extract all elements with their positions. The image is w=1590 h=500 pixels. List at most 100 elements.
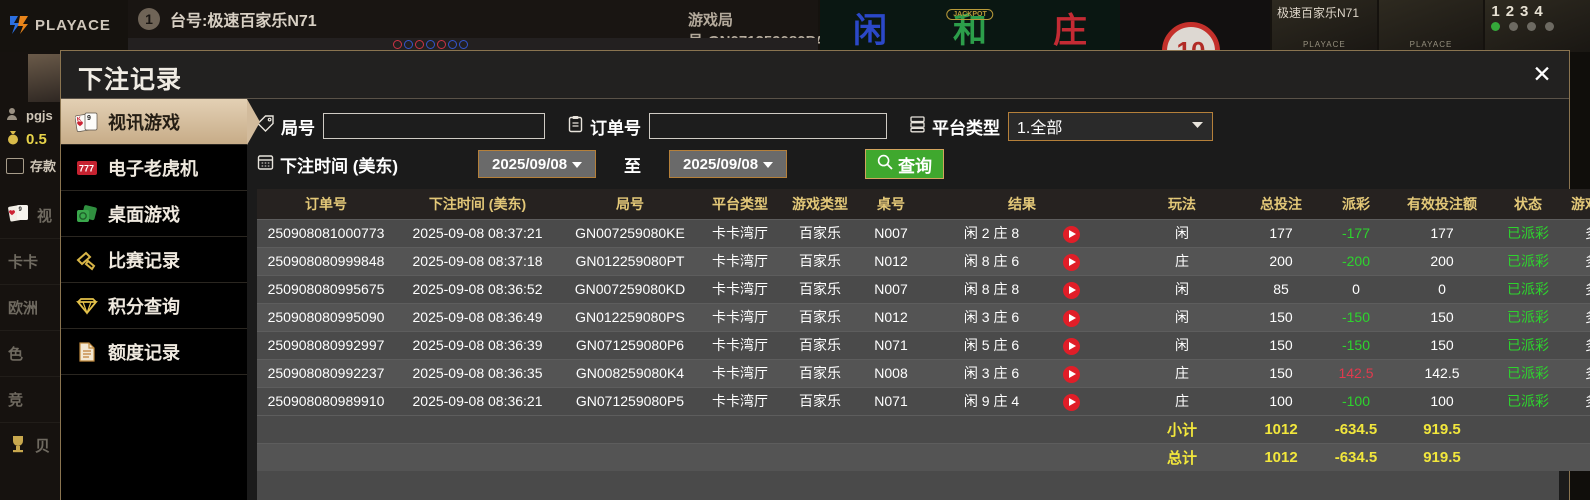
summary-row: 总计 1012 -634.5 919.5: [257, 442, 1590, 471]
round-cell: GN007259080KD: [560, 274, 700, 303]
background-deposit-button[interactable]: 存款: [6, 156, 56, 175]
background-bet-zones: 闲 JACKPOT 和 庄: [820, 0, 1120, 52]
video-tile-0[interactable]: 极速百家乐N71 PLAYACE: [1272, 0, 1377, 52]
platform-cell: 卡卡湾厅: [700, 330, 780, 359]
search-button[interactable]: 查询: [865, 149, 945, 179]
col-table[interactable]: 桌号: [860, 189, 922, 219]
col-platform[interactable]: 平台类型: [700, 189, 780, 219]
date-from-picker[interactable]: 2025/09/08: [478, 150, 597, 178]
table-row[interactable]: 250908081000773 2025-09-08 08:37:21 GN0072…: [257, 218, 1590, 247]
mode-cell: 多台: [1564, 246, 1590, 275]
filter-row-1: 局号 订单号 平台类型: [257, 107, 1559, 145]
sidebar-item-slots[interactable]: 777 电子老虎机: [61, 145, 247, 191]
mode-cell: 多台: [1564, 218, 1590, 247]
filter-row-2: 下注时间 (美东) 2025/09/08 至 2025/09/08: [257, 145, 1559, 183]
col-valid[interactable]: 有效投注额: [1392, 189, 1492, 219]
table-row[interactable]: 250908080999848 2025-09-08 08:37:18 GN0122…: [257, 246, 1590, 275]
valid-cell: 177: [1392, 218, 1492, 247]
play-cell: 闲: [1122, 330, 1242, 359]
background-nav-video[interactable]: 9 视: [0, 192, 126, 238]
summary-blank: [860, 414, 922, 443]
playace-logo-icon: [8, 14, 30, 36]
table-row[interactable]: 250908080992997 2025-09-08 08:36:39 GN0712…: [257, 330, 1590, 359]
sidebar-item-points[interactable]: 积分查询: [61, 283, 247, 329]
search-button-label: 查询: [898, 156, 933, 176]
col-play[interactable]: 玩法: [1122, 189, 1242, 219]
seat-number-4: 4: [1534, 3, 1543, 20]
play-video-icon[interactable]: [1063, 225, 1081, 243]
sidebar-label-video-games: 视讯游戏: [108, 112, 180, 133]
play-video-icon[interactable]: [1063, 309, 1081, 327]
bet-cell: 150: [1242, 302, 1320, 331]
table-row[interactable]: 250908080995090 2025-09-08 08:36:49 GN0122…: [257, 302, 1590, 331]
platform-filter-label: 平台类型: [909, 114, 1000, 139]
nav-label-4: 贝: [35, 438, 51, 455]
seat-dot-1: [1491, 22, 1501, 31]
filter-bar: 局号 订单号 平台类型: [257, 107, 1559, 183]
col-status[interactable]: 状态: [1492, 189, 1564, 219]
col-time[interactable]: 下注时间 (美东): [395, 189, 560, 219]
result-text: 闲 3 庄 6: [963, 309, 1020, 325]
platform-cell: 卡卡湾厅: [700, 218, 780, 247]
bet-zone-banker[interactable]: 庄: [1020, 0, 1120, 52]
col-order[interactable]: 订单号: [257, 189, 395, 219]
platform-select[interactable]: 1.全部: [1008, 111, 1213, 141]
col-bet[interactable]: 总投注: [1242, 189, 1320, 219]
time-filter-text: 下注时间 (美东): [280, 156, 399, 176]
tag-icon: [257, 115, 275, 137]
table-name-label: 台号:极速百家乐N71: [170, 13, 317, 30]
document-icon: [75, 341, 99, 363]
valid-cell: 150: [1392, 302, 1492, 331]
date-to-picker[interactable]: 2025/09/08: [669, 150, 788, 178]
close-icon[interactable]: ✕: [1532, 61, 1552, 87]
play-video-icon[interactable]: [1063, 365, 1081, 383]
col-mode[interactable]: 游戏模式: [1564, 189, 1590, 219]
table-row[interactable]: 250908080995675 2025-09-08 08:36:52 GN0072…: [257, 274, 1590, 303]
background-balance: 0.5: [6, 130, 47, 149]
play-cell: 庄: [1122, 386, 1242, 415]
table-row[interactable]: 250908080989910 2025-09-08 08:36:21 GN0712…: [257, 386, 1590, 415]
video-tile-1[interactable]: PLAYACE: [1378, 0, 1484, 52]
summary-blank: [922, 414, 1122, 443]
date-range-separator: 至: [624, 156, 642, 176]
ticket-icon: [75, 249, 99, 271]
play-cell: 庄: [1122, 358, 1242, 387]
date-to-value: 2025/09/08: [683, 155, 759, 173]
play-video-icon[interactable]: [1063, 337, 1081, 355]
order-input[interactable]: [649, 113, 887, 139]
chevron-down-icon: [1191, 117, 1204, 135]
deposit-label: 存款: [30, 159, 57, 174]
play-video-icon[interactable]: [1063, 281, 1081, 299]
summary-blank: [860, 442, 922, 471]
bet-zone-tie[interactable]: JACKPOT 和: [920, 0, 1020, 52]
play-video-icon[interactable]: [1063, 393, 1081, 411]
col-gametype[interactable]: 游戏类型: [780, 189, 860, 219]
col-payout[interactable]: 派彩: [1320, 189, 1392, 219]
col-result[interactable]: 结果: [922, 189, 1122, 219]
table-row[interactable]: 250908080992237 2025-09-08 08:36:35 GN0082…: [257, 358, 1590, 387]
play-video-icon[interactable]: [1063, 253, 1081, 271]
payout-cell: -150: [1320, 330, 1392, 359]
col-round[interactable]: 局号: [560, 189, 700, 219]
round-input[interactable]: [323, 113, 545, 139]
diamond-icon: [75, 295, 99, 317]
sidebar-item-match-records[interactable]: 比赛记录: [61, 237, 247, 283]
video-tile-2[interactable]: 1 2 3 4: [1485, 0, 1590, 52]
order-cell: 250908080999848: [257, 246, 395, 275]
summary-bet: 1012: [1242, 414, 1320, 443]
summary-row: 小计 1012 -634.5 919.5: [257, 414, 1590, 443]
dialog-main-pane: 局号 订单号 平台类型: [247, 99, 1590, 500]
sidebar-item-table-games[interactable]: 桌面游戏: [61, 191, 247, 237]
video-tile-label: 极速百家乐N71: [1277, 6, 1360, 20]
summary-blank: [257, 414, 395, 443]
mode-cell: 多台: [1564, 330, 1590, 359]
bet-zone-player[interactable]: 闲: [820, 0, 920, 52]
time-cell: 2025-09-08 08:36:49: [395, 302, 560, 331]
sidebar-item-credit-records[interactable]: 额度记录: [61, 329, 247, 375]
banknote-icon: [6, 157, 24, 174]
time-cell: 2025-09-08 08:36:52: [395, 274, 560, 303]
bead-6: [459, 40, 468, 49]
table-cell: N007: [860, 218, 922, 247]
